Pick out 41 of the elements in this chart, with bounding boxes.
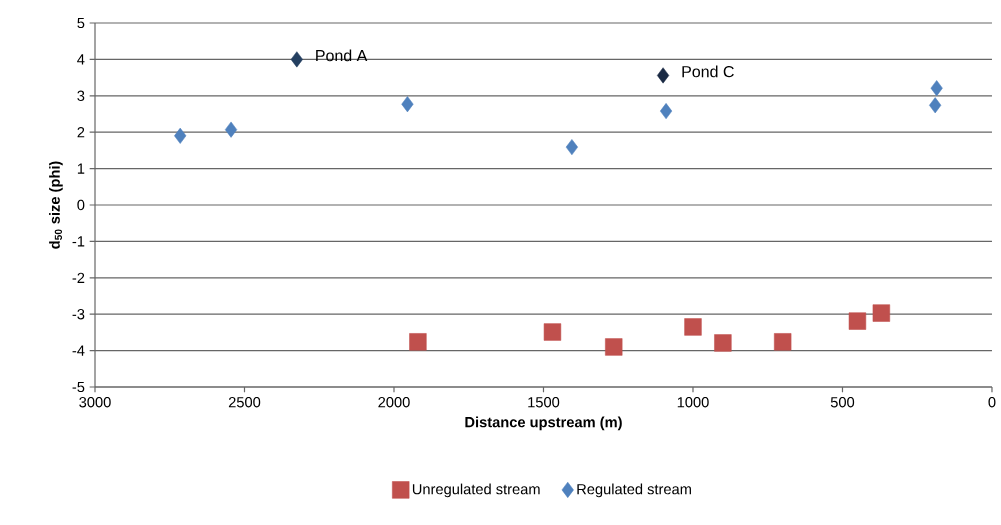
y-tick-label: -4	[72, 345, 85, 356]
x-tick-label: 2000	[378, 397, 410, 408]
x-tick-label: 1500	[528, 397, 560, 408]
x-tick-label: 1000	[677, 397, 709, 408]
point	[774, 333, 792, 351]
point	[409, 333, 427, 351]
y-tick-label: 2	[77, 127, 85, 138]
y-tick-label: -5	[72, 381, 85, 393]
y-tick-label: 3	[77, 90, 85, 101]
annotation: Pond A	[316, 49, 368, 62]
y-tick-label: 4	[77, 54, 85, 65]
y-tick-label: -3	[72, 309, 85, 320]
point	[684, 318, 702, 336]
y-tick-label: 1	[77, 163, 85, 174]
point	[930, 80, 943, 97]
y-tick-label: 0	[77, 199, 85, 211]
point	[660, 103, 673, 120]
point	[848, 312, 867, 330]
point	[929, 97, 942, 114]
legend-label: Unregulated stream	[412, 483, 540, 498]
point	[872, 304, 891, 322]
y-tick-label: 5	[77, 17, 85, 29]
x-tick-label: 3000	[79, 397, 111, 408]
point	[224, 121, 238, 138]
x-tick-label: 2500	[228, 397, 261, 408]
point	[714, 334, 732, 352]
point	[565, 139, 578, 156]
legend-label: Regulated stream	[577, 483, 691, 498]
annotation: Pond C	[682, 65, 734, 78]
point	[401, 96, 414, 113]
point	[605, 338, 623, 356]
y-tick-label: -1	[72, 236, 85, 247]
y-tick-label: -2	[72, 272, 85, 283]
point	[543, 323, 562, 341]
point	[174, 127, 187, 144]
y-axis-title: d$_{50}$ size (phi)	[49, 161, 63, 249]
x-tick-label: 0	[988, 397, 996, 408]
point	[657, 67, 670, 84]
point	[290, 51, 303, 68]
x-axis-title: Distance upstream (m)	[465, 416, 622, 431]
x-tick-label: 500	[830, 397, 855, 408]
